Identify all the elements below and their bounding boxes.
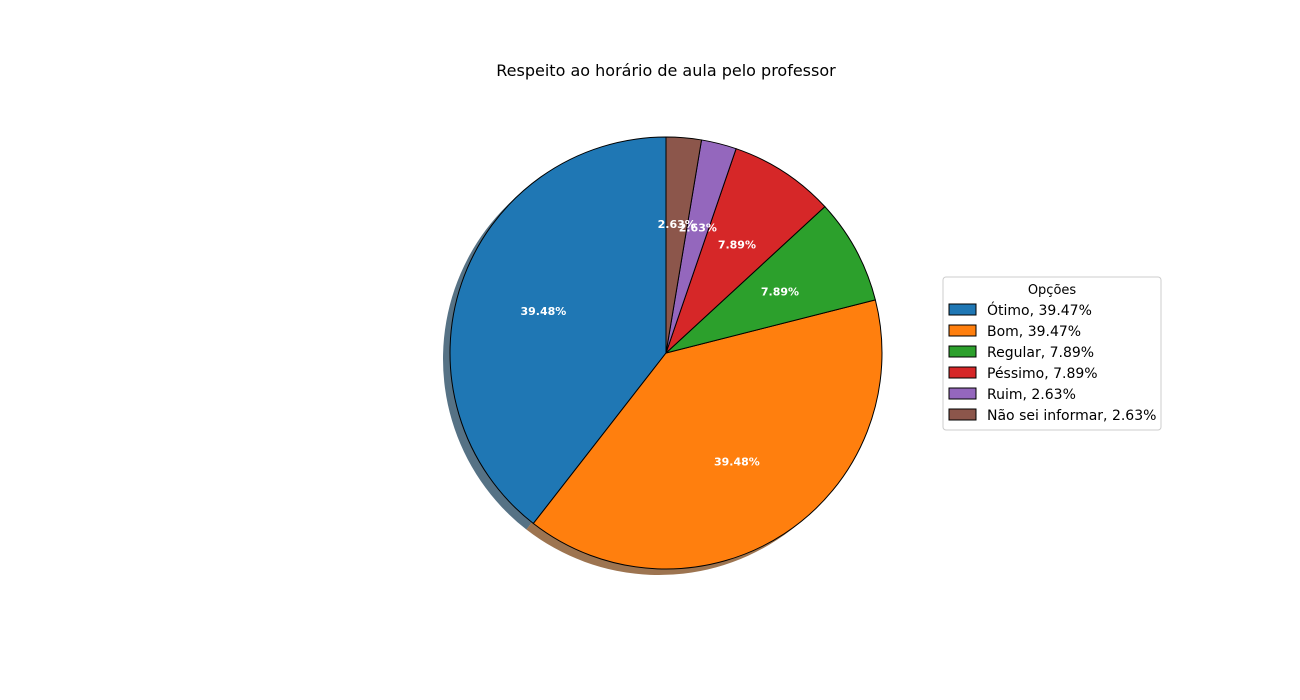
legend-entry-pessimo: Péssimo, 7.89% — [987, 366, 1098, 382]
legend-swatch-otimo — [948, 303, 977, 316]
legend-entry-otimo: Ótimo, 39.47% — [987, 301, 1092, 319]
chart-title: Respeito ao horário de aula pelo profess… — [496, 61, 836, 80]
legend-entry-ruim: Ruim, 2.63% — [987, 387, 1076, 403]
pie-label-pessimo: 7.89% — [718, 239, 756, 252]
legend-frame — [942, 276, 1162, 431]
pie-label-nao-sei-informar: 2.63% — [658, 218, 696, 231]
pie-label-ruim: 2.63% — [679, 221, 717, 234]
legend-entry-bom: Bom, 39.47% — [987, 324, 1081, 340]
pie-slice-otimo — [449, 136, 667, 524]
pie-label-bom: 39.48% — [714, 456, 760, 469]
pie-slice-regular — [665, 206, 876, 354]
pie-slice-bom — [532, 299, 883, 570]
legend-items: Ótimo, 39.47% Bom, 39.47% Regular, 7.89% Pé… — [948, 301, 1156, 424]
legend-title: Opções — [1028, 283, 1077, 298]
pie-label-regular: 7.89% — [761, 285, 799, 298]
pie-percent-labels: 39.48%39.48%7.89%7.89%2.63%2.63% — [520, 218, 799, 469]
pie-label-otimo: 39.48% — [520, 305, 566, 318]
legend-entry-nao-sei-informar: Não sei informar, 2.63% — [987, 408, 1156, 424]
legend-swatch-pessimo — [948, 366, 977, 379]
pie-slice-pessimo — [665, 148, 826, 354]
legend-swatch-nao-sei-informar — [948, 408, 977, 421]
legend-swatch-ruim — [948, 387, 977, 400]
legend-swatch-regular — [948, 345, 977, 358]
pie-slice-nao-sei-informar — [665, 136, 703, 354]
legend: Opções Ótimo, 39.47% Bom, 39.47% Regular, … — [942, 276, 1162, 431]
pie-slices — [449, 136, 883, 570]
legend-swatch-bom — [948, 324, 977, 337]
legend-entry-regular: Regular, 7.89% — [987, 345, 1094, 361]
